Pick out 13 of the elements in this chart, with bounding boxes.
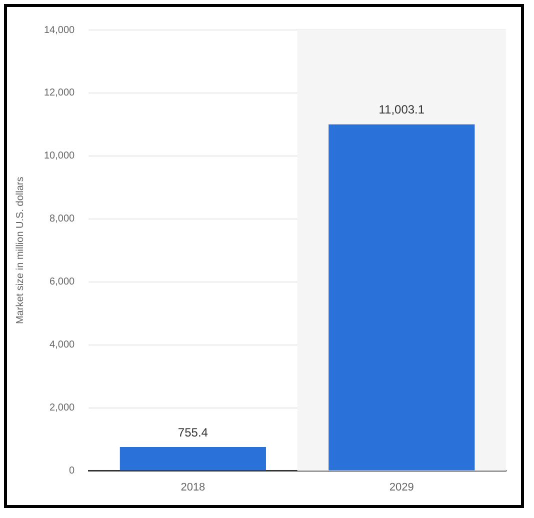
y-tick-label: 10,000 <box>44 150 76 162</box>
data-label: 11,003.1 <box>378 102 425 117</box>
x-tick-label: 2029 <box>389 481 414 494</box>
y-tick-label: 6,000 <box>50 276 76 288</box>
y-tick-label: 2,000 <box>50 402 76 414</box>
data-label: 755.4 <box>178 425 208 440</box>
y-tick-label: 12,000 <box>44 88 76 99</box>
y-tick-label: 4,000 <box>50 340 76 351</box>
y-tick-label: 0 <box>69 466 76 477</box>
y-tick-label: 8,000 <box>50 214 76 225</box>
y-tick-label: 14,000 <box>44 24 76 36</box>
x-tick-label: 2018 <box>180 481 206 494</box>
y-axis-title: Market size in million U.S. dollars <box>14 176 26 324</box>
